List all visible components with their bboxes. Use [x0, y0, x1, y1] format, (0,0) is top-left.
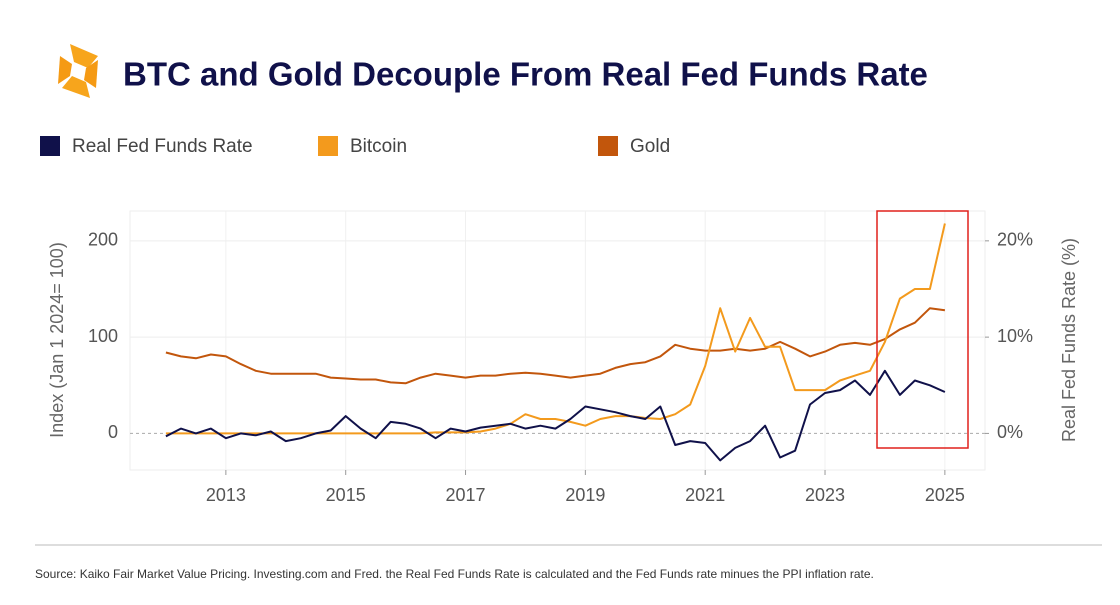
x-tick-label: 2021 [685, 485, 725, 505]
series-line [165, 369, 946, 462]
y2-tick-label: 10% [997, 326, 1033, 346]
x-tick-label: 2023 [805, 485, 845, 505]
legend-swatch [40, 136, 60, 156]
legend-label: Bitcoin [350, 136, 407, 157]
x-tick-label: 2015 [326, 485, 366, 505]
legend-label: Gold [630, 136, 670, 157]
y2-axis-label: Real Fed Funds Rate (%) [1059, 238, 1079, 442]
legend-swatch [598, 136, 618, 156]
x-tick-label: 2025 [925, 485, 965, 505]
highlight-box [876, 210, 969, 449]
legend-swatch [318, 136, 338, 156]
y2-tick-label: 0% [997, 422, 1023, 442]
y-tick-label: 100 [88, 326, 118, 346]
source-note: Source: Kaiko Fair Market Value Pricing.… [35, 567, 874, 581]
y-axis-label: Index (Jan 1 2024= 100) [47, 242, 67, 438]
x-tick-label: 2013 [206, 485, 246, 505]
series-line [165, 307, 946, 385]
series-line [165, 223, 946, 435]
legend: Real Fed Funds Rate Bitcoin Gold [40, 136, 670, 157]
y-tick-label: 200 [88, 230, 118, 250]
plot-area [129, 210, 986, 471]
legend-label: Real Fed Funds Rate [72, 136, 253, 157]
x-tick-label: 2019 [565, 485, 605, 505]
plot: 2013 2015 2017 2019 2021 2023 2025 0 100 200 0% 10%… [88, 211, 1033, 505]
x-tick-label: 2017 [446, 485, 486, 505]
y2-tick-label: 20% [997, 230, 1033, 250]
logo [58, 44, 98, 98]
chart-title: BTC and Gold Decouple From Real Fed Fund… [123, 56, 928, 93]
y-tick-label: 0 [108, 422, 118, 442]
